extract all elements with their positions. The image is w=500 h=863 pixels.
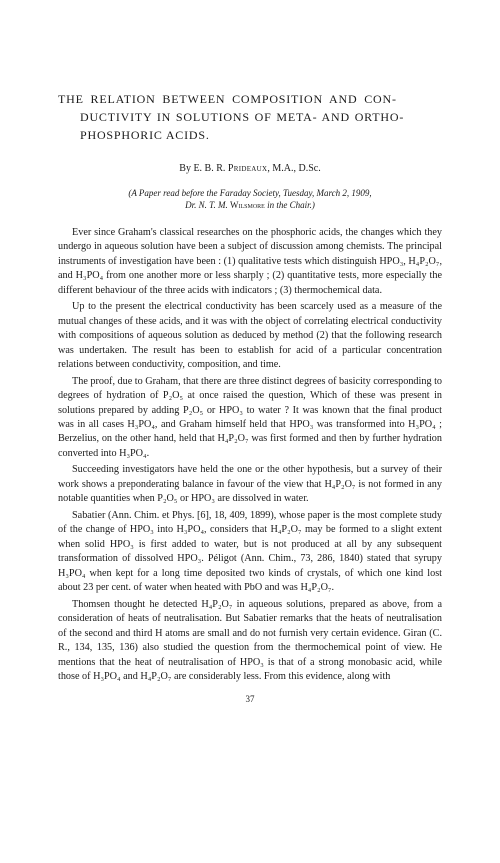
meta-line-2: Dr. N. T. M. Wilsmore in the Chair.) — [58, 199, 442, 212]
page-number: 37 — [58, 693, 442, 706]
body-paragraph: Succeeding investigators have held the o… — [58, 463, 442, 506]
meta-line-1: (A Paper read before the Faraday Society… — [58, 187, 442, 200]
body-paragraph: Thomsen thought he detected H₄P₂O₇ in aq… — [58, 598, 442, 685]
title-line-2: DUCTIVITY IN SOLUTIONS OF META- AND ORTH… — [58, 108, 442, 126]
body-paragraph: Up to the present the electrical conduct… — [58, 300, 442, 372]
title-line-3: PHOSPHORIC ACIDS. — [58, 126, 442, 144]
paper-meta: (A Paper read before the Faraday Society… — [58, 187, 442, 212]
body-paragraph: Ever since Graham's classical researches… — [58, 226, 442, 298]
body-paragraph: Sabatier (Ann. Chim. et Phys. [6], 18, 4… — [58, 509, 442, 596]
body-paragraph: The proof, due to Graham, that there are… — [58, 375, 442, 462]
paper-title: THE RELATION BETWEEN COMPOSITION AND CON… — [58, 90, 442, 144]
author-line: By E. B. R. Prideaux, M.A., D.Sc. — [58, 162, 442, 177]
title-line-1: THE RELATION BETWEEN COMPOSITION AND CON… — [58, 90, 442, 108]
